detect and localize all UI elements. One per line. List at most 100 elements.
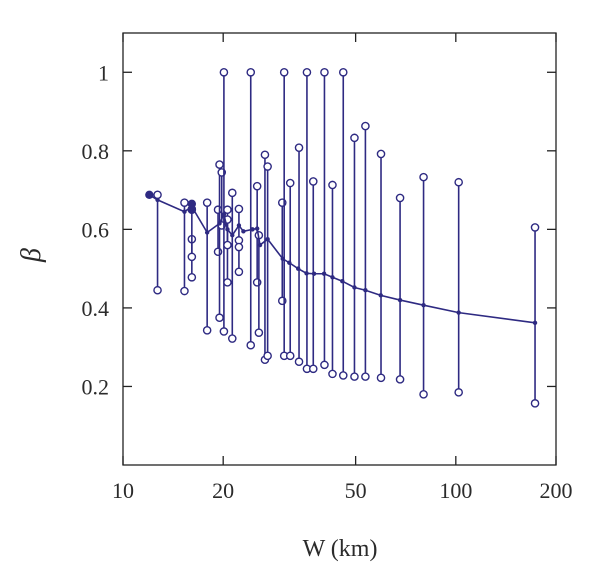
range-bar-low-marker (234, 242, 244, 252)
range-bar-high-marker (260, 150, 270, 160)
range-bar-high-marker (308, 177, 318, 186)
range-bar-low-marker (202, 325, 212, 335)
range-bar-high-marker (338, 67, 348, 77)
range-bar-low-marker (338, 371, 348, 380)
range-bar-high-marker (227, 188, 237, 198)
range-bar-high-marker (153, 190, 162, 200)
range-bar (223, 215, 232, 250)
series-point (532, 320, 538, 326)
range-bar (302, 67, 312, 374)
x-tick-label: 50 (345, 478, 367, 503)
range-bar-low-marker (153, 285, 162, 295)
series-point (304, 271, 309, 276)
x-tick-label: 100 (439, 478, 472, 503)
plot-frame (122, 32, 557, 466)
range-bar-low-marker (219, 327, 229, 336)
range-bar-high-marker (180, 198, 189, 207)
range-bar-low-marker (328, 369, 337, 379)
range-bar-high-marker (234, 204, 244, 214)
range-bar-low-marker (419, 390, 428, 399)
series-point (241, 229, 246, 234)
range-bar (419, 172, 428, 399)
x-tick-label: 200 (540, 478, 573, 503)
range-bar (246, 67, 256, 350)
series-point (204, 230, 210, 235)
range-bar (202, 198, 212, 335)
range-bar-high-marker (395, 193, 405, 203)
range-bar-low-marker (530, 399, 540, 408)
series-point (221, 212, 227, 217)
range-bar-high-marker (285, 178, 295, 188)
range-bar-high-marker (202, 198, 212, 207)
range-bar (153, 190, 162, 295)
highlighted-point (145, 190, 154, 200)
range-bar-high-marker (294, 143, 304, 152)
range-bar (213, 205, 223, 257)
y-tick-label: 0.8 (82, 139, 110, 164)
series-point (330, 275, 335, 280)
range-bar-low-marker (227, 334, 237, 343)
y-axis-title: β (16, 248, 47, 263)
range-bar (180, 198, 189, 296)
range-bar-high-marker (361, 121, 370, 131)
range-bar-low-marker (187, 272, 197, 282)
range-bar-low-marker (187, 252, 197, 262)
range-bar-low-marker (361, 372, 370, 381)
range-bar-low-marker (320, 360, 329, 370)
plot-area (122, 32, 557, 466)
range-bar-high-marker (320, 67, 329, 77)
range-bar (215, 160, 224, 323)
range-bar-low-marker (213, 247, 223, 257)
series-point (295, 266, 301, 271)
range-bar-low-marker (252, 278, 262, 287)
range-bar-high-marker (252, 181, 262, 191)
range-bar-low-marker (294, 357, 304, 367)
range-bar-low-marker (350, 372, 359, 381)
y-tick-label: 0.2 (82, 374, 110, 399)
y-tick-label: 0.4 (82, 296, 110, 321)
range-bar-low-marker (180, 286, 189, 296)
range-bar (294, 143, 304, 367)
series-line (148, 194, 536, 324)
range-bar-low-marker (223, 240, 232, 250)
range-bar (219, 67, 229, 336)
range-bar (361, 121, 370, 381)
series-point (182, 209, 187, 214)
series-point (311, 271, 317, 276)
range-bar-high-marker (219, 67, 229, 77)
series-point (456, 310, 461, 315)
range-bar-high-marker (350, 133, 359, 143)
series-point (340, 279, 345, 284)
series-point (352, 285, 357, 290)
series-point (250, 227, 255, 232)
series-point (321, 271, 327, 276)
range-bar-high-marker (213, 205, 223, 215)
series-point (378, 293, 383, 298)
series-point (230, 233, 235, 238)
range-bar (234, 236, 244, 252)
range-bar (350, 133, 359, 381)
series-point (363, 288, 368, 293)
range-bar-high-marker (246, 67, 256, 77)
range-bar (338, 67, 348, 380)
x-tick-label: 10 (112, 478, 134, 503)
range-bar (320, 67, 329, 370)
range-bar-low-marker (395, 375, 405, 384)
range-bar-high-marker (328, 180, 337, 190)
range-bar-low-marker (285, 351, 295, 361)
range-bar-low-marker (234, 267, 244, 277)
range-bar-high-marker (454, 177, 463, 187)
range-bar (227, 188, 237, 343)
range-bar (454, 177, 463, 397)
series-point (280, 256, 285, 262)
range-bar (395, 193, 405, 384)
series-point (287, 260, 292, 265)
series-point (421, 302, 426, 308)
range-bar (263, 162, 272, 361)
range-bar (279, 67, 289, 361)
range-bar-low-marker (308, 364, 318, 374)
range-bar-high-marker (530, 223, 540, 232)
range-bar-low-marker (263, 351, 272, 361)
series-point (257, 242, 263, 248)
